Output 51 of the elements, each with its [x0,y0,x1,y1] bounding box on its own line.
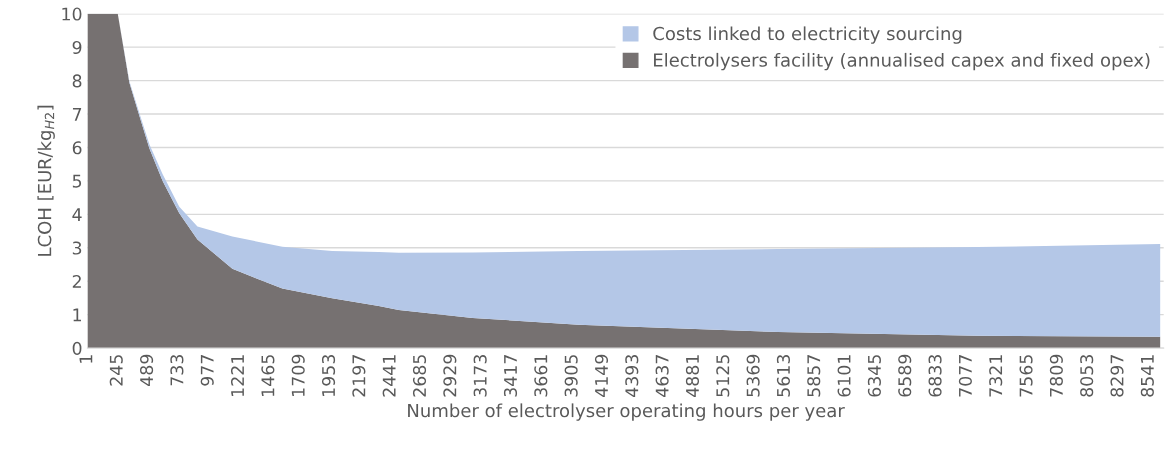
x-tick-label: 5369 [746,354,760,397]
x-tick-label: 4393 [625,355,639,397]
x-tick-label: 245 [109,355,123,386]
y-axis-title: LCOH [EUR/kg$_{H2}$] [37,105,55,256]
x-tick-label: 3905 [564,355,578,397]
x-tick-label: 3417 [503,355,518,397]
x-tick-label: 7565 [1019,355,1033,397]
x-tick-label: 1 [79,355,93,363]
x-axis-title: Number of electrolyser operating hours per year [408,403,845,421]
x-tick-label: 6345 [867,355,881,397]
x-tick-label: 5857 [807,355,821,397]
x-tick-label: 2441 [382,355,396,397]
y-tick-label: 2 [72,274,81,288]
x-tick-label: 2197 [352,355,366,397]
x-tick-label: 4637 [655,355,669,397]
x-tick-label: 3661 [534,355,548,397]
x-tick-label: 6589 [898,354,912,397]
y-tick-label: 1 [73,308,81,322]
x-tick-label: 733 [170,355,184,386]
x-tick-label: 8053 [1080,355,1094,397]
y-tick-label: 7 [72,107,82,121]
x-tick-label: 1221 [230,355,244,396]
x-tick-label: 7321 [989,355,1003,397]
y-tick-label: 8 [72,74,82,88]
x-tick-label: 4149 [594,354,609,397]
x-tick-label: 977 [200,355,214,386]
x-tick-label: 8297 [1110,355,1124,397]
x-tick-label: 7809 [1049,354,1063,397]
x-tick-label: 5125 [716,355,730,397]
y-tick-label: 5 [72,174,82,188]
x-tick-label: 1465 [261,355,275,396]
legend-label: Electrolysers facility (annualised capex and fixed opex) [654,52,1150,71]
x-tick-label: 6101 [837,355,851,397]
y-tick-label: 9 [72,40,82,55]
y-tick-label: 0 [72,341,82,355]
x-tick-label: 7077 [958,355,972,397]
x-tick-label: 5613 [776,355,790,397]
y-tick-label: 6 [72,141,82,155]
x-tick-label: 8541 [1140,355,1154,397]
x-tick-label: 2685 [412,355,427,397]
x-tick-label: 2929 [443,354,457,397]
y-tick-label: 3 [72,241,82,255]
x-tick-label: 1953 [321,355,336,396]
x-tick-label: 4881 [685,355,700,397]
y-tick-label: 10 [62,7,82,21]
legend-label: Costs linked to electricity sourcing [653,26,962,44]
x-tick-label: 489 [140,354,154,386]
x-tick-label: 6833 [928,355,942,397]
y-tick-label: 4 [72,208,82,221]
x-tick-label: 3173 [473,355,487,397]
x-tick-label: 1709 [291,354,305,396]
